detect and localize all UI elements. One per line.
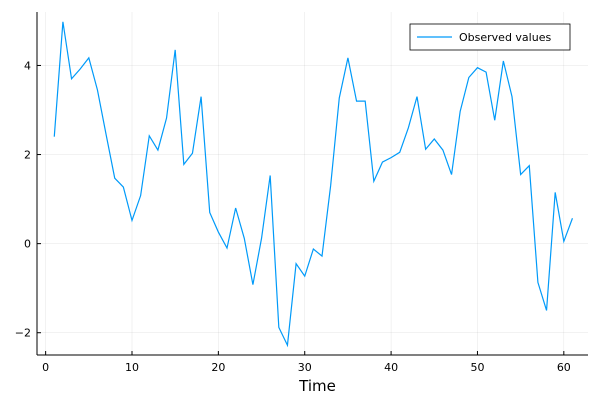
legend: Observed values [409, 23, 571, 51]
x-tick-label: 40 [384, 361, 398, 374]
series-line-observed-values [53, 21, 574, 348]
series-lines [53, 21, 574, 348]
x-tick-label: 10 [125, 361, 139, 374]
y-tick-label: 0 [24, 238, 31, 251]
x-tick-label: 20 [211, 361, 225, 374]
x-tick-label: 60 [557, 361, 571, 374]
x-tick-label: 50 [470, 361, 484, 374]
tick-labels: 0 10 20 30 40 50 60 −2 0 2 4 [15, 59, 571, 374]
x-tick-label: 0 [42, 361, 49, 374]
x-axis-label: Time [298, 377, 336, 395]
y-tick-label: −2 [15, 327, 31, 340]
grid [37, 12, 588, 355]
y-tick-label: 2 [24, 149, 31, 162]
axes [36, 12, 588, 356]
x-tick-label: 30 [298, 361, 312, 374]
legend-label-observed-values: Observed values [459, 31, 551, 44]
y-tick-label: 4 [24, 59, 31, 72]
